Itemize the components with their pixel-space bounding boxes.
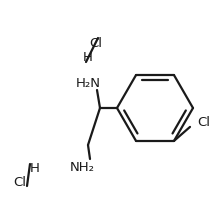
Text: H: H: [83, 50, 93, 63]
Text: Cl: Cl: [197, 116, 210, 129]
Text: Cl: Cl: [13, 175, 26, 189]
Text: H₂N: H₂N: [75, 77, 101, 90]
Text: NH₂: NH₂: [69, 161, 95, 174]
Text: Cl: Cl: [90, 37, 103, 50]
Text: H: H: [30, 162, 40, 174]
